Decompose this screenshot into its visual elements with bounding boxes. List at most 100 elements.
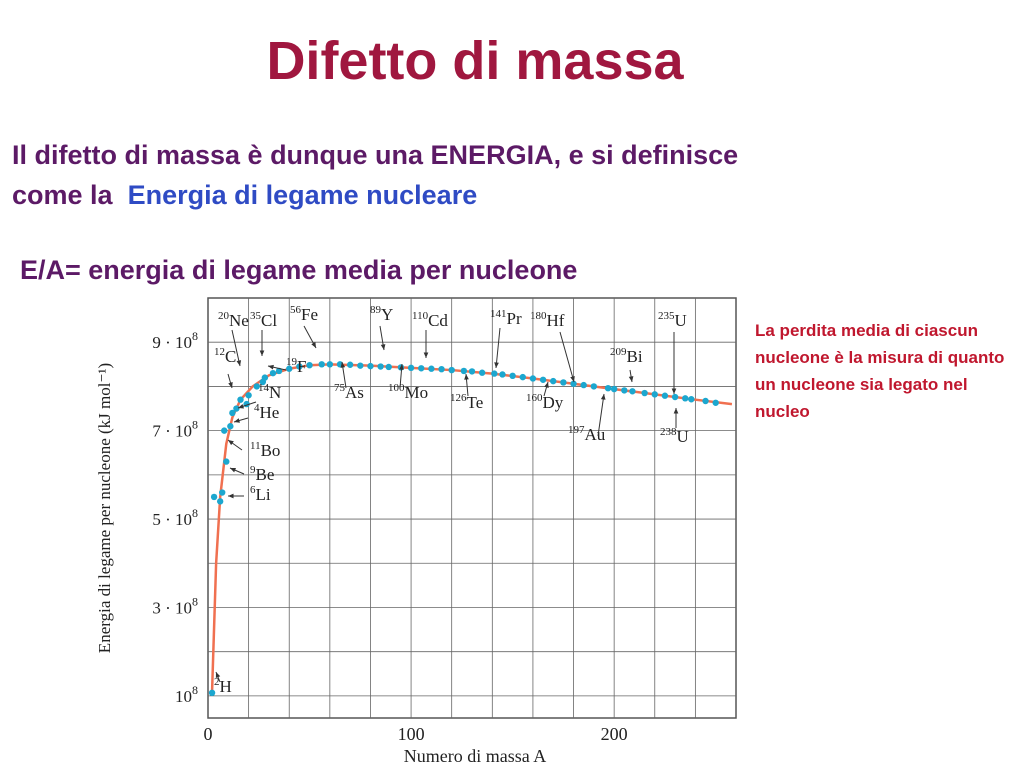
data-point: [210, 493, 218, 501]
nuclide-label: 238U: [660, 426, 689, 446]
arrowhead: [230, 468, 236, 473]
data-point: [682, 395, 689, 402]
data-point: [377, 363, 384, 370]
data-point: [610, 385, 618, 393]
data-point: [296, 363, 303, 370]
arrowhead: [399, 364, 404, 370]
nuclide-label: 126Te: [450, 392, 483, 412]
nuclide-label: 4He: [254, 402, 279, 422]
grid-lines: [208, 298, 736, 718]
data-point: [253, 383, 260, 390]
arrowhead: [423, 352, 429, 358]
data-point: [367, 362, 374, 370]
data-point: [539, 376, 547, 383]
nuclide-label: 197Au: [568, 424, 606, 444]
annotation-arrow: [559, 331, 575, 383]
data-point: [318, 361, 325, 368]
data-point: [261, 374, 269, 381]
nuclide-label: 20Ne: [218, 310, 249, 330]
data-point: [661, 392, 669, 399]
data-point: [428, 365, 435, 372]
data-point: [245, 392, 252, 399]
y-tick-label: 7 · 108: [152, 418, 198, 441]
nuclide-label: 75As: [334, 382, 364, 402]
intro-line-2: come la Energia di legame nucleare: [12, 175, 972, 215]
y-tick-label: 108: [175, 683, 198, 706]
nuclide-label: 89Y: [370, 304, 393, 324]
nuclide-label: 14N: [258, 382, 281, 402]
y-axis-label: Energia di legame per nucleone (kJ mol⁻¹…: [95, 363, 114, 653]
arrowhead: [340, 362, 346, 368]
data-point: [529, 375, 537, 382]
nuclide-label: 235U: [658, 310, 687, 330]
arrowhead: [238, 404, 244, 409]
y-tick-labels: 108 3 · 108 5 · 108 7 · 108 9 · 108: [152, 329, 198, 706]
data-point: [570, 380, 577, 387]
data-point: [275, 367, 283, 375]
data-point: [712, 399, 719, 406]
y-tick-label: 5 · 108: [152, 506, 198, 529]
nuclide-label: 9Be: [250, 464, 274, 484]
nuclide-label: 141Pr: [490, 308, 522, 328]
side-note: La perdita media di ciascun nucleone è l…: [755, 321, 1005, 421]
data-point: [468, 368, 476, 375]
data-point: [216, 498, 224, 505]
data-point: [418, 365, 425, 372]
data-point: [621, 387, 628, 394]
arrowhead: [671, 388, 677, 394]
data-point: [460, 367, 468, 375]
arrowhead: [268, 364, 274, 370]
arrowhead: [228, 493, 234, 499]
x-tick-label: 100: [398, 724, 425, 744]
data-point: [499, 371, 506, 378]
intro-prefix: come la: [12, 180, 113, 210]
arrowhead: [236, 360, 242, 366]
nuclide-label: 12C: [214, 346, 236, 366]
data-point: [580, 381, 587, 389]
data-point: [229, 409, 236, 417]
data-point: [590, 383, 598, 390]
intro-highlight: Energia di legame nucleare: [127, 180, 478, 210]
y-tick-label: 9 · 108: [152, 329, 198, 352]
arrowhead: [228, 440, 234, 446]
data-point: [269, 369, 277, 377]
annotation-arrow: [597, 393, 605, 437]
arrowhead: [544, 382, 549, 388]
data-point: [560, 379, 567, 386]
data-point: [221, 427, 228, 434]
x-axis-label: Numero di massa A: [404, 746, 546, 766]
nuclide-labels: 20Ne 35Cl 56Fe 89Y 110Cd 141Pr 180Hf 235U 12C 19F…: [214, 304, 689, 696]
arrowhead: [311, 342, 316, 348]
data-point: [286, 365, 293, 372]
data-point: [702, 397, 709, 405]
data-point: [407, 364, 415, 372]
arrowhead: [234, 418, 240, 423]
ea-definition: E/A= energia di legame media per nucleon…: [20, 255, 578, 285]
nuclide-label: 11Bo: [250, 440, 280, 460]
data-point: [641, 389, 648, 397]
arrowhead: [215, 672, 221, 678]
x-tick-labels: 0 100 200: [204, 724, 628, 744]
data-point: [671, 393, 679, 401]
data-point: [219, 489, 226, 496]
data-point: [448, 366, 455, 374]
data-point: [478, 369, 486, 376]
data-point: [438, 365, 445, 373]
data-point: [385, 363, 392, 371]
data-point: [550, 377, 557, 385]
data-point: [491, 370, 498, 377]
nuclide-label: 35Cl: [250, 310, 277, 330]
nuclide-label: 110Cd: [412, 310, 448, 330]
intro-text: Il difetto di massa è dunque una ENERGIA…: [12, 135, 972, 215]
intro-line-1: Il difetto di massa è dunque una ENERGIA…: [12, 140, 739, 170]
data-point: [306, 362, 313, 369]
y-tick-label: 3 · 108: [152, 594, 198, 617]
data-point: [326, 361, 334, 368]
arrowhead: [259, 350, 265, 356]
arrowhead: [380, 344, 386, 350]
arrowhead: [228, 382, 233, 388]
nuclide-label: 209Bi: [610, 346, 643, 366]
nuclide-label: 56Fe: [290, 304, 318, 324]
data-point: [233, 405, 240, 412]
